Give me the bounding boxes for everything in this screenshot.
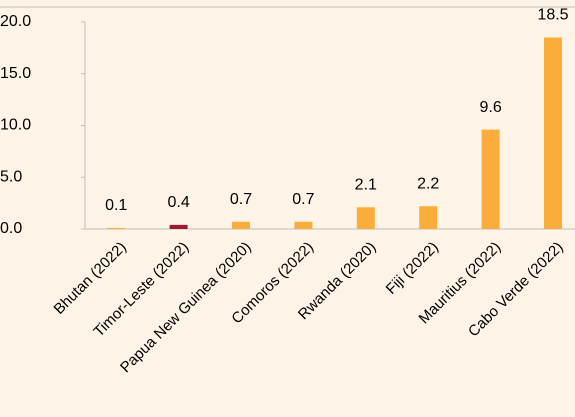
data-label: 2.1 bbox=[355, 176, 377, 193]
bar bbox=[169, 224, 188, 229]
bar bbox=[481, 129, 500, 229]
bar bbox=[294, 221, 313, 229]
data-label: 9.6 bbox=[479, 99, 501, 116]
bar bbox=[107, 227, 126, 229]
data-label: 0.1 bbox=[105, 197, 127, 214]
data-label: 0.7 bbox=[292, 191, 314, 208]
data-label: 0.4 bbox=[167, 194, 189, 211]
bar bbox=[419, 206, 438, 229]
y-tick-label: 0.0 bbox=[0, 220, 22, 237]
y-tick-label: 15.0 bbox=[0, 65, 31, 82]
x-tick-label: Papua New Guinea (2020) bbox=[117, 239, 255, 377]
data-label: 2.2 bbox=[417, 175, 439, 192]
bar bbox=[356, 207, 375, 229]
y-tick-label: 10.0 bbox=[0, 117, 31, 134]
bar bbox=[232, 221, 250, 229]
data-label: 18.5 bbox=[537, 7, 568, 24]
bar bbox=[544, 37, 562, 230]
y-tick-label: 20.0 bbox=[0, 13, 31, 30]
x-tick-label: Fiji (2022) bbox=[383, 239, 442, 298]
data-label: 0.7 bbox=[230, 191, 252, 208]
y-tick-label: 5.0 bbox=[0, 168, 22, 185]
